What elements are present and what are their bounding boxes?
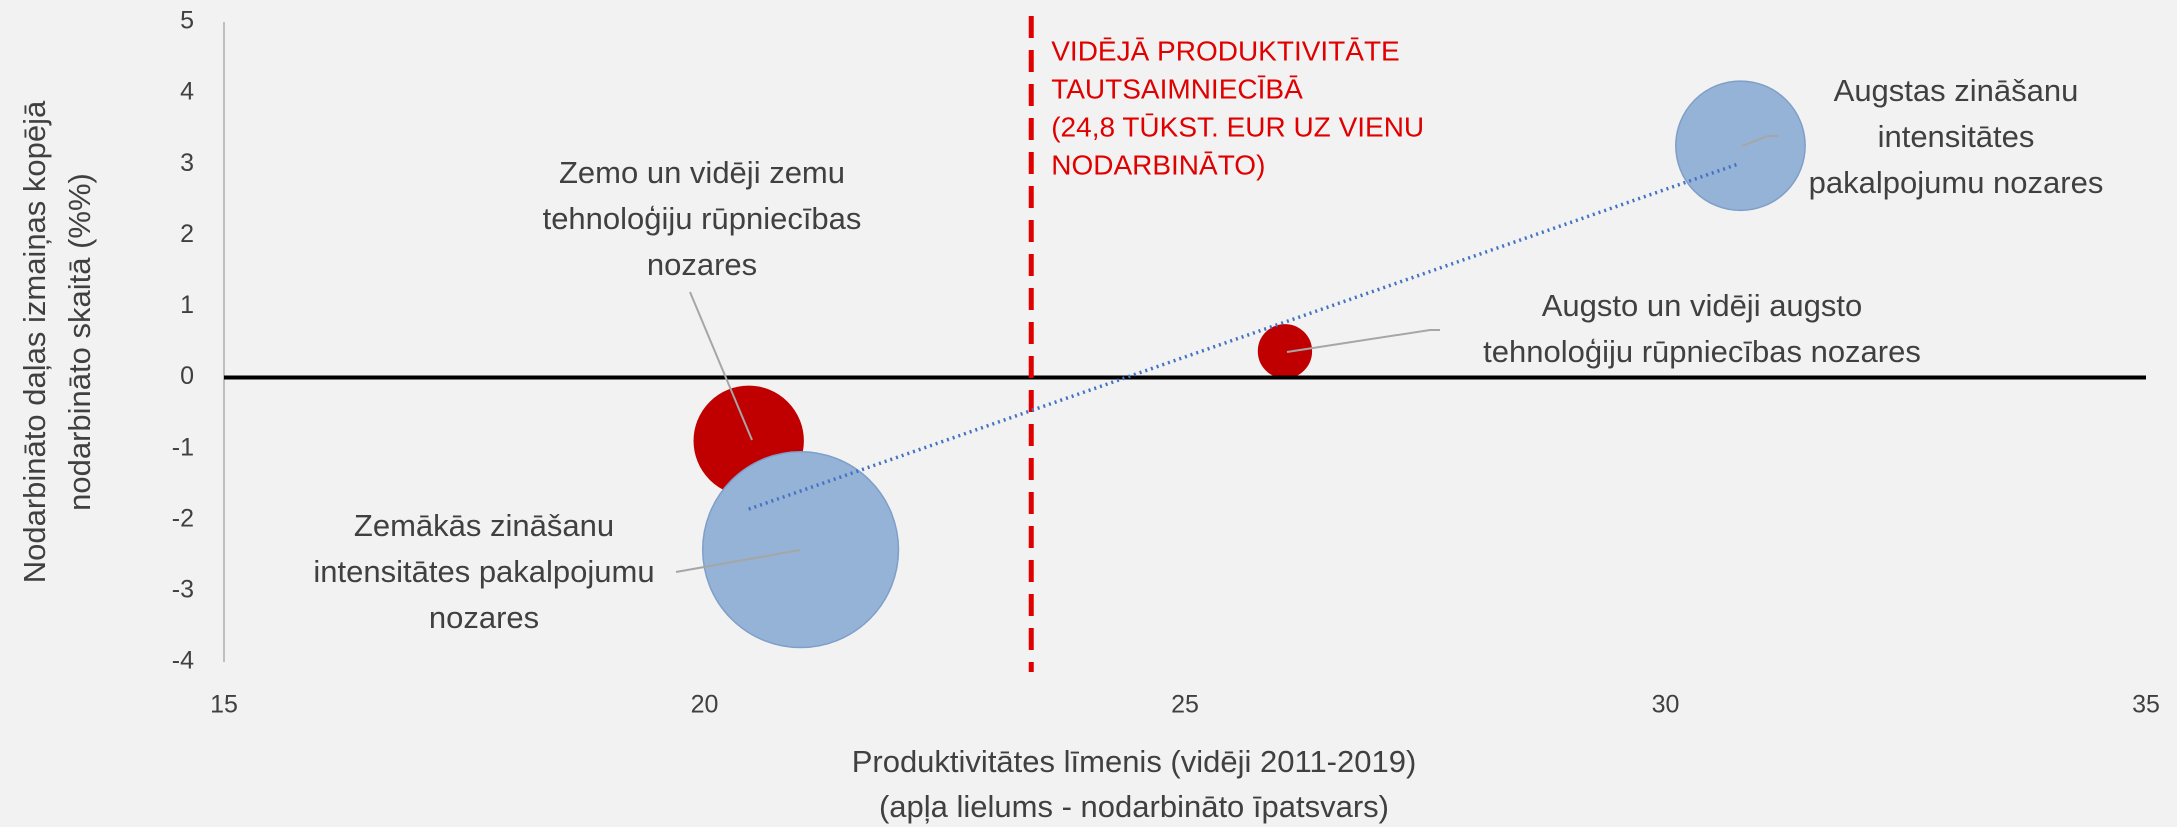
reference-label: VIDĒJĀ PRODUKTIVITĀTE (1051, 35, 1400, 66)
reference-label: NODARBINĀTO) (1051, 149, 1265, 180)
bubble-label: tehnoloģiju rūpniecības nozares (1483, 334, 1921, 369)
y-tick-label: 0 (180, 362, 194, 390)
x-axis-label: Produktivitātes līmenis (vidēji 2011-201… (852, 744, 1417, 779)
y-tick-label: -1 (172, 433, 194, 461)
x-axis-label: (apļa lielums - nodarbināto īpatsvars) (879, 789, 1389, 824)
reference-label: (24,8 TŪKST. EUR UZ VIENU (1051, 111, 1424, 142)
reference-label: TAUTSAIMNIECĪBĀ (1051, 73, 1303, 104)
leader-line (1286, 329, 1440, 353)
y-tick-label: -4 (172, 647, 194, 675)
bubble-label: intensitātes pakalpojumu (313, 554, 654, 589)
bubble (1257, 324, 1313, 379)
y-tick-label: 2 (180, 220, 194, 248)
y-tick-label: -3 (172, 575, 194, 603)
y-axis-label: nodarbināto skaitā (%%) (62, 173, 97, 511)
x-tick-label: 20 (691, 691, 719, 719)
y-axis-label: Nodarbināto daļas izmaiņas kopējā (17, 100, 52, 583)
trendline (748, 162, 1739, 511)
x-tick-label: 35 (2132, 691, 2160, 719)
bubble-label: Zemākās zināšanu (354, 508, 614, 543)
bubble-label: tehnoloģiju rūpniecības (543, 201, 862, 236)
x-tick-label: 25 (1171, 691, 1199, 719)
x-tick-label: 30 (1652, 691, 1680, 719)
bubble-label: Zemo un vidēji zemu (559, 155, 845, 190)
y-tick-label: 1 (180, 291, 194, 319)
bubble-label: nozares (429, 600, 539, 635)
y-tick-label: 4 (180, 78, 194, 106)
y-tick-label: 3 (180, 149, 194, 177)
y-tick-label: 5 (180, 7, 194, 35)
x-tick-label: 15 (210, 691, 238, 719)
leader-line (1741, 135, 1778, 147)
bubble-label: pakalpojumu nozares (1809, 165, 2104, 200)
y-tick-label: -2 (172, 504, 194, 532)
bubble-label: nozares (647, 247, 757, 282)
leader-line (675, 549, 801, 573)
bubble-label: intensitātes (1878, 119, 2035, 154)
bubble-label: Augsto un vidēji augsto (1542, 288, 1863, 323)
leader-line (689, 291, 753, 441)
bubble-label: Augstas zināšanu (1834, 73, 2079, 108)
bubble (701, 451, 900, 649)
bubble (1675, 80, 1806, 212)
